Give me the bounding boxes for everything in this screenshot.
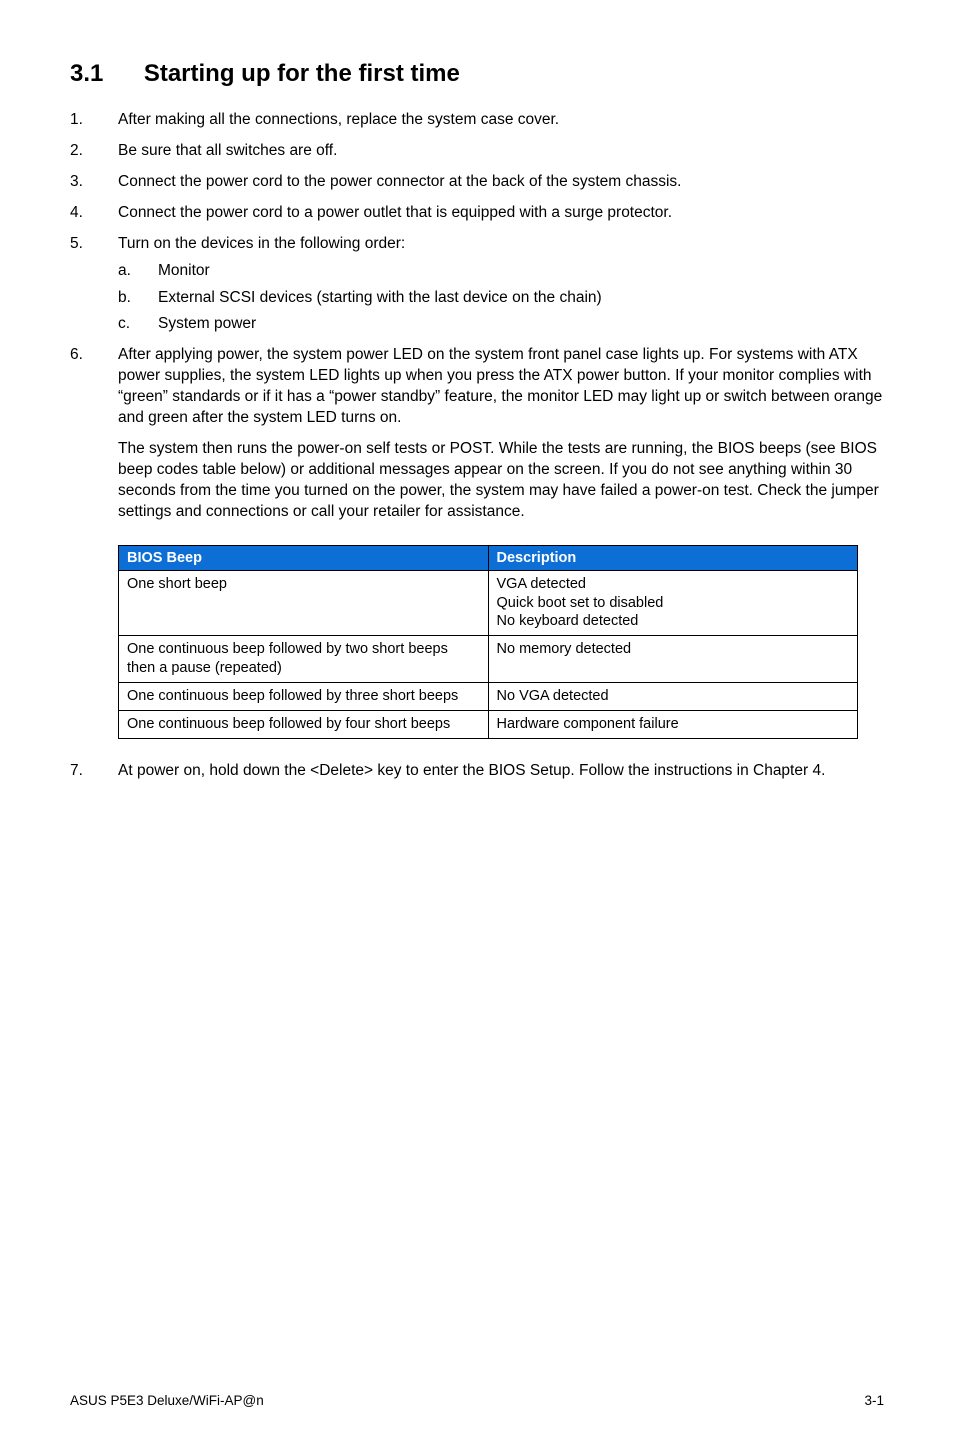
steps-list: After making all the connections, replac… bbox=[70, 110, 884, 523]
table-cell: VGA detectedQuick boot set to disabledNo… bbox=[488, 570, 858, 636]
section-heading: 3.1 Starting up for the first time bbox=[70, 60, 884, 88]
step-5a-text: Monitor bbox=[158, 262, 210, 279]
table-header-row: BIOS Beep Description bbox=[119, 545, 858, 570]
step-7-text: At power on, hold down the <Delete> key … bbox=[118, 762, 825, 779]
step-5c: System power bbox=[118, 314, 884, 335]
page-footer: ASUS P5E3 Deluxe/WiFi-AP@n 3-1 bbox=[70, 1393, 884, 1408]
step-2-text: Be sure that all switches are off. bbox=[118, 142, 337, 159]
table-row: One continuous beep followed by three sh… bbox=[119, 682, 858, 710]
footer-right: 3-1 bbox=[864, 1393, 884, 1408]
step-1: After making all the connections, replac… bbox=[70, 110, 884, 131]
step-4-text: Connect the power cord to a power outlet… bbox=[118, 204, 672, 221]
table-cell: One continuous beep followed by three sh… bbox=[119, 682, 489, 710]
table-header-bios-beep: BIOS Beep bbox=[119, 545, 489, 570]
step-1-text: After making all the connections, replac… bbox=[118, 111, 559, 128]
step-2: Be sure that all switches are off. bbox=[70, 141, 884, 162]
step-6-p1: After applying power, the system power L… bbox=[118, 346, 882, 426]
table-cell: One continuous beep followed by two shor… bbox=[119, 636, 489, 683]
step-5-sublist: Monitor External SCSI devices (starting … bbox=[118, 261, 884, 336]
table-header-description: Description bbox=[488, 545, 858, 570]
step-4: Connect the power cord to a power outlet… bbox=[70, 203, 884, 224]
table-cell: One continuous beep followed by four sho… bbox=[119, 710, 489, 738]
table-row: One continuous beep followed by two shor… bbox=[119, 636, 858, 683]
table-row: One short beep VGA detectedQuick boot se… bbox=[119, 570, 858, 636]
step-5b: External SCSI devices (starting with the… bbox=[118, 288, 884, 309]
step-6: After applying power, the system power L… bbox=[70, 345, 884, 522]
step-5a: Monitor bbox=[118, 261, 884, 282]
table-cell: Hardware component failure bbox=[488, 710, 858, 738]
table-cell: One short beep bbox=[119, 570, 489, 636]
step-5: Turn on the devices in the following ord… bbox=[70, 234, 884, 336]
table-cell: No memory detected bbox=[488, 636, 858, 683]
bios-beep-table: BIOS Beep Description One short beep VGA… bbox=[118, 545, 858, 739]
footer-left: ASUS P5E3 Deluxe/WiFi-AP@n bbox=[70, 1393, 264, 1408]
step-3-text: Connect the power cord to the power conn… bbox=[118, 173, 681, 190]
step-5-text: Turn on the devices in the following ord… bbox=[118, 235, 405, 252]
page: 3.1 Starting up for the first time After… bbox=[0, 0, 954, 1438]
step-3: Connect the power cord to the power conn… bbox=[70, 172, 884, 193]
table-row: One continuous beep followed by four sho… bbox=[119, 710, 858, 738]
step-7: At power on, hold down the <Delete> key … bbox=[70, 761, 884, 782]
section-number: 3.1 bbox=[70, 60, 103, 88]
table-cell: No VGA detected bbox=[488, 682, 858, 710]
section-title: Starting up for the first time bbox=[144, 60, 460, 88]
step-6-p2: The system then runs the power-on self t… bbox=[118, 439, 884, 523]
steps-list-continued: At power on, hold down the <Delete> key … bbox=[70, 761, 884, 782]
step-5b-text: External SCSI devices (starting with the… bbox=[158, 289, 602, 306]
step-5c-text: System power bbox=[158, 315, 256, 332]
